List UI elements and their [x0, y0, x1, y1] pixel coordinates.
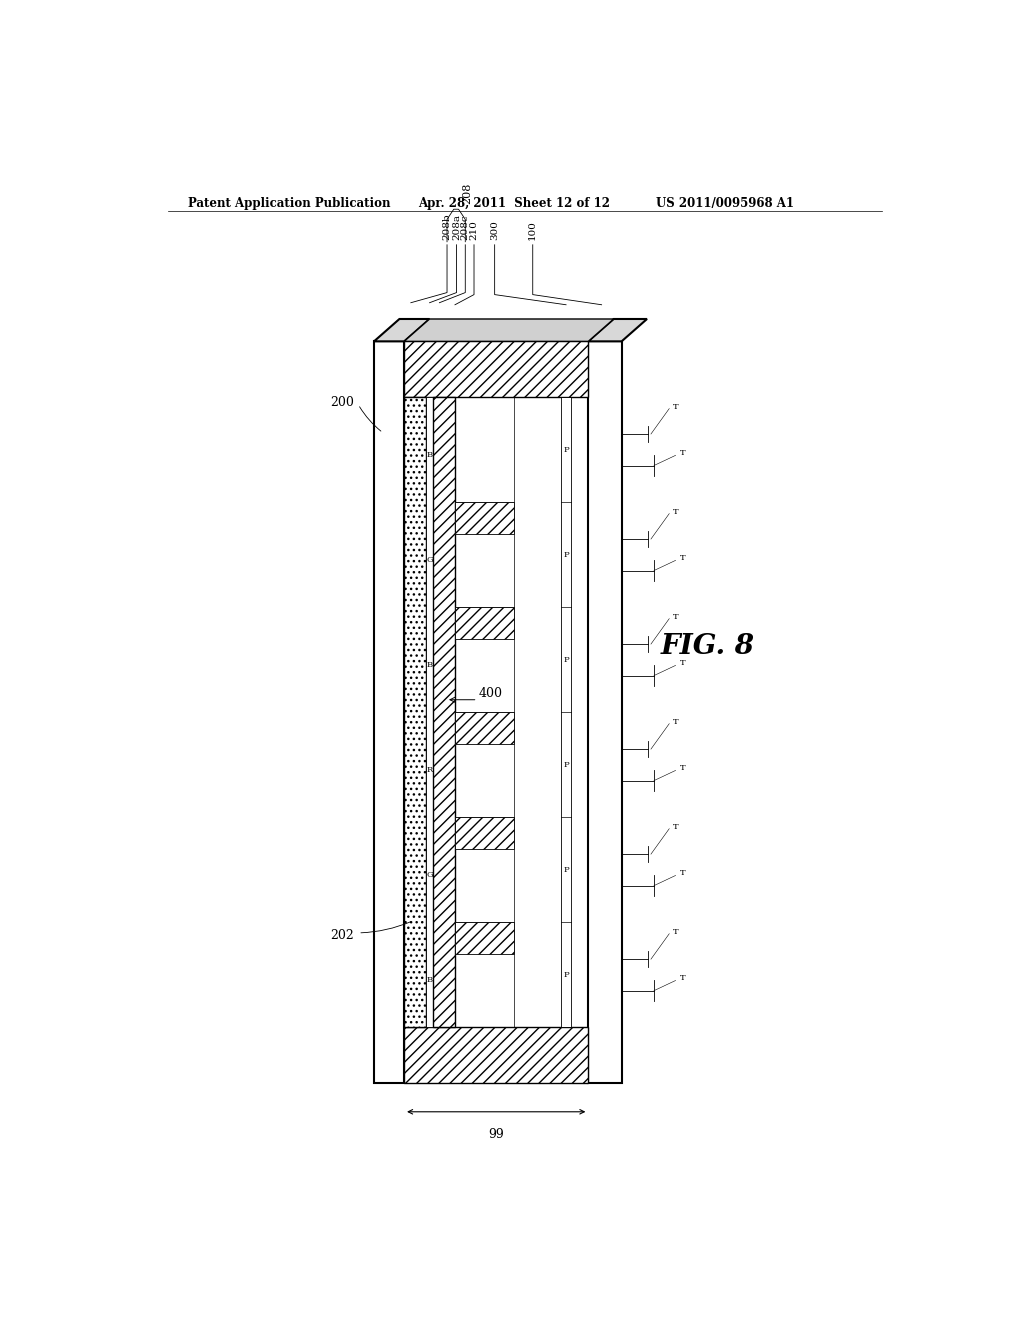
Text: 400: 400	[479, 686, 503, 700]
Bar	[374, 342, 404, 1084]
Text: T: T	[673, 718, 679, 726]
Bar	[455, 713, 514, 744]
Bar	[455, 607, 514, 639]
Text: Patent Application Publication: Patent Application Publication	[187, 197, 390, 210]
Text: T: T	[680, 660, 685, 668]
Text: P: P	[563, 446, 569, 454]
Bar	[455, 923, 514, 954]
Text: 300: 300	[490, 220, 499, 240]
Text: P: P	[563, 550, 569, 558]
Text: P: P	[563, 866, 569, 874]
Text: T: T	[673, 928, 679, 936]
Text: Apr. 28, 2011  Sheet 12 of 12: Apr. 28, 2011 Sheet 12 of 12	[418, 197, 609, 210]
Bar	[455, 817, 514, 923]
Polygon shape	[374, 319, 430, 342]
Text: T: T	[673, 403, 679, 411]
Text: 210: 210	[470, 220, 478, 240]
Text: T: T	[680, 764, 685, 772]
Text: 99: 99	[488, 1129, 504, 1140]
Bar	[455, 503, 514, 533]
Text: 208c: 208c	[461, 214, 470, 240]
Text: T: T	[680, 554, 685, 562]
Text: P: P	[563, 656, 569, 664]
Text: P: P	[563, 760, 569, 768]
Bar	[588, 342, 622, 1084]
Text: 208: 208	[463, 182, 472, 205]
Polygon shape	[404, 319, 613, 342]
Text: FIG. 8: FIG. 8	[660, 632, 755, 660]
Bar	[455, 923, 514, 1027]
Bar	[455, 397, 514, 503]
Bar	[561, 397, 570, 1027]
Text: G: G	[426, 871, 433, 879]
Text: T: T	[680, 449, 685, 457]
Bar	[404, 342, 588, 397]
Polygon shape	[588, 319, 647, 342]
Text: B: B	[427, 661, 432, 669]
Bar	[455, 607, 514, 713]
Text: 208a: 208a	[452, 214, 461, 240]
Text: B: B	[427, 977, 432, 985]
Text: T: T	[673, 822, 679, 830]
Bar	[426, 397, 433, 1027]
Text: T: T	[673, 508, 679, 516]
Text: 202: 202	[331, 929, 354, 942]
Text: G: G	[426, 556, 433, 564]
Bar	[455, 817, 514, 849]
Text: 100: 100	[528, 220, 538, 240]
Text: T: T	[680, 974, 685, 982]
Bar	[433, 397, 455, 1027]
Text: B: B	[427, 451, 432, 459]
Text: T: T	[680, 870, 685, 878]
Bar	[455, 713, 514, 817]
Text: P: P	[563, 972, 569, 979]
Bar	[404, 397, 426, 1027]
Text: R: R	[426, 766, 433, 774]
Text: 200: 200	[331, 396, 354, 409]
Text: 208b: 208b	[442, 213, 452, 240]
Bar	[455, 503, 514, 607]
Text: T: T	[673, 612, 679, 620]
Bar	[404, 1027, 588, 1084]
Text: US 2011/0095968 A1: US 2011/0095968 A1	[655, 197, 794, 210]
